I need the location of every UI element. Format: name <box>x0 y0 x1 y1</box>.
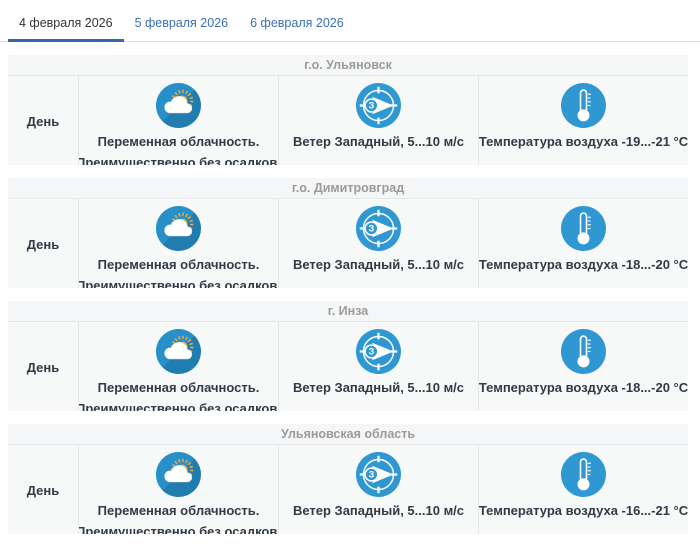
temperature-text: Температура воздуха -16...-21 °С <box>478 503 688 518</box>
forecast-row: День Переменная облачность. Преимуществе… <box>8 322 688 411</box>
daypart-label: День <box>26 482 60 498</box>
city-title: Ульяновская область <box>8 424 688 445</box>
city-title: г.о. Димитровград <box>8 178 688 199</box>
forecast-row: День Переменная облачность. Преимуществе… <box>8 76 688 165</box>
temperature-cell: Температура воздуха -18...-20 °С <box>478 322 688 411</box>
daypart-label: День <box>26 236 60 252</box>
temperature-cell: Температура воздуха -18...-20 °С <box>478 199 688 288</box>
city-section-ulyanovsk-oblast: Ульяновская область День Переменная обла… <box>8 424 688 534</box>
conditions-cell: Переменная облачность. Преимущественно б… <box>78 76 278 165</box>
wind-west-compass-icon <box>356 206 401 251</box>
partly-cloudy-icon <box>156 452 201 497</box>
conditions-text: Переменная облачность. Преимущественно б… <box>78 377 278 411</box>
partly-cloudy-icon <box>156 83 201 128</box>
conditions-cell: Переменная облачность. Преимущественно б… <box>78 445 278 534</box>
wind-west-compass-icon <box>356 329 401 374</box>
thermometer-icon <box>561 452 606 497</box>
temperature-text: Температура воздуха -19...-21 °С <box>478 134 688 149</box>
conditions-cell: Переменная облачность. Преимущественно б… <box>78 322 278 411</box>
daypart-label: День <box>26 113 60 129</box>
city-title: г.о. Ульяновск <box>8 55 688 76</box>
conditions-line1: Переменная облачность. <box>97 134 260 149</box>
conditions-line2: Преимущественно без осадков. <box>78 155 278 165</box>
forecast-row: День Переменная облачность. Преимуществе… <box>8 445 688 534</box>
city-section-ulyanovsk: г.о. Ульяновск День Переменная облачност… <box>8 55 688 165</box>
conditions-text: Переменная облачность. Преимущественно б… <box>78 500 278 534</box>
temperature-cell: Температура воздуха -19...-21 °С <box>478 76 688 165</box>
conditions-text: Переменная облачность. Преимущественно б… <box>78 131 278 165</box>
conditions-cell: Переменная облачность. Преимущественно б… <box>78 199 278 288</box>
wind-cell: Ветер Западный, 5...10 м/с <box>278 445 478 534</box>
conditions-line1: Переменная облачность. <box>97 503 260 518</box>
conditions-text: Переменная облачность. Преимущественно б… <box>78 254 278 288</box>
tab-date-2[interactable]: 5 февраля 2026 <box>134 16 229 30</box>
wind-text: Ветер Западный, 5...10 м/с <box>292 380 465 395</box>
date-tab-bar: 4 февраля 2026 5 февраля 2026 6 февраля … <box>0 0 700 42</box>
thermometer-icon <box>561 329 606 374</box>
city-section-dimitrovgrad: г.о. Димитровград День Переменная облачн… <box>8 178 688 288</box>
wind-cell: Ветер Западный, 5...10 м/с <box>278 76 478 165</box>
forecast-content: г.о. Ульяновск День Переменная облачност… <box>0 42 700 534</box>
temperature-text: Температура воздуха -18...-20 °С <box>478 380 688 395</box>
wind-cell: Ветер Западный, 5...10 м/с <box>278 322 478 411</box>
city-title: г. Инза <box>8 301 688 322</box>
partly-cloudy-icon <box>156 206 201 251</box>
temperature-text: Температура воздуха -18...-20 °С <box>478 257 688 272</box>
wind-text: Ветер Западный, 5...10 м/с <box>292 257 465 272</box>
conditions-line1: Переменная облачность. <box>97 257 260 272</box>
wind-text: Ветер Западный, 5...10 м/с <box>292 134 465 149</box>
conditions-line2: Преимущественно без осадков. <box>78 524 278 534</box>
temperature-cell: Температура воздуха -16...-21 °С <box>478 445 688 534</box>
wind-cell: Ветер Западный, 5...10 м/с <box>278 199 478 288</box>
conditions-line1: Переменная облачность. <box>97 380 260 395</box>
thermometer-icon <box>561 83 606 128</box>
conditions-line2: Преимущественно без осадков. <box>78 278 278 288</box>
daypart-label: День <box>26 359 60 375</box>
wind-west-compass-icon <box>356 452 401 497</box>
partly-cloudy-icon <box>156 329 201 374</box>
conditions-line2: Преимущественно без осадков. <box>78 401 278 411</box>
city-section-inza: г. Инза День Переменная облачность. Преи… <box>8 301 688 411</box>
tab-date-1[interactable]: 4 февраля 2026 <box>8 4 124 42</box>
wind-west-compass-icon <box>356 83 401 128</box>
wind-text: Ветер Западный, 5...10 м/с <box>292 503 465 518</box>
tab-date-3[interactable]: 6 февраля 2026 <box>250 16 344 30</box>
thermometer-icon <box>561 206 606 251</box>
forecast-row: День Переменная облачность. Преимуществе… <box>8 199 688 288</box>
